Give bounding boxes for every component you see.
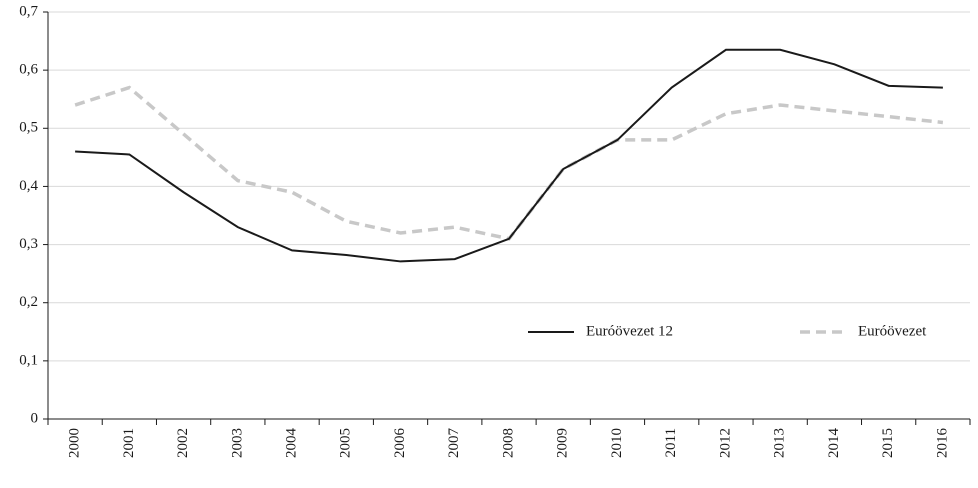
y-tick-label: 0,6: [19, 62, 38, 78]
data-line: [75, 48, 943, 263]
x-tick-label: 2005: [338, 428, 354, 458]
x-tick-label: 2011: [663, 428, 679, 457]
x-tick-label: 2003: [229, 428, 245, 458]
x-tick-label: 2016: [934, 428, 950, 459]
x-tick-label: 2010: [609, 428, 625, 458]
x-tick-label: 2006: [392, 428, 408, 459]
y-tick-label: 0,2: [19, 294, 38, 310]
y-tick-label: 0: [31, 410, 39, 426]
x-tick-label: 2009: [555, 428, 571, 458]
x-tick-label: 2002: [175, 428, 191, 458]
y-tick-label: 0,5: [19, 120, 38, 136]
x-tick-label: 2015: [880, 428, 896, 458]
legend-label: Euróövezet 12: [586, 323, 673, 339]
data-line: [74, 85, 944, 241]
y-tick-label: 0,7: [19, 3, 38, 19]
y-tick-label: 0,1: [19, 352, 38, 368]
x-tick-label: 2007: [446, 428, 462, 459]
legend-label: Euróövezet: [858, 323, 927, 339]
x-tick-label: 2012: [717, 428, 733, 458]
x-tick-label: 2014: [826, 428, 842, 459]
y-tick-label: 0,4: [19, 178, 38, 194]
x-tick-label: 2013: [772, 428, 788, 458]
x-tick-label: 2004: [283, 428, 299, 459]
x-tick-label: 2008: [500, 428, 516, 458]
y-tick-label: 0,3: [19, 236, 38, 252]
x-tick-label: 2000: [67, 428, 83, 458]
x-tick-label: 2001: [121, 428, 137, 458]
